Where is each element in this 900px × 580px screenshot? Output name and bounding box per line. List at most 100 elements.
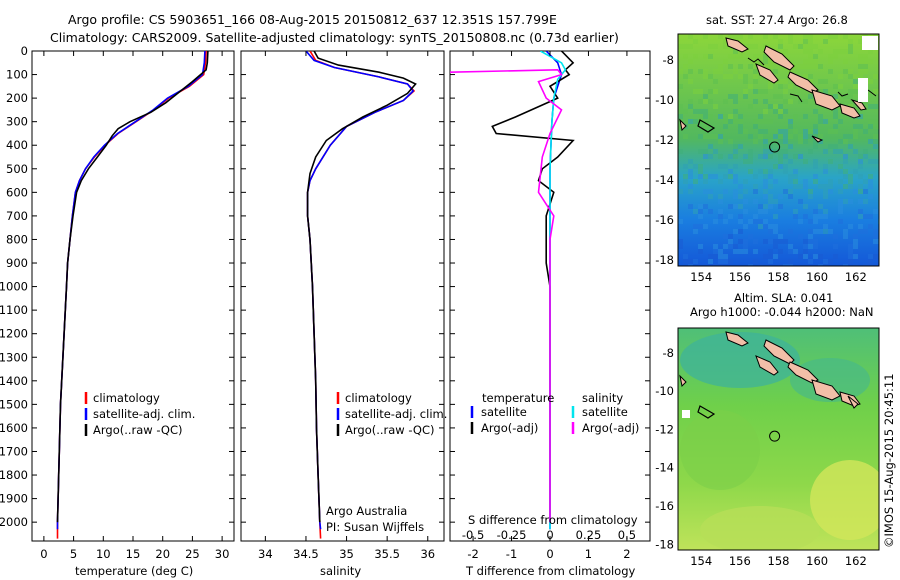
- sst-pixel: [823, 189, 828, 194]
- sst-pixel: [803, 239, 808, 244]
- sst-pixel: [813, 129, 818, 134]
- sst-pixel: [743, 209, 748, 214]
- sst-pixel: [738, 214, 743, 219]
- sst-pixel: [698, 174, 703, 179]
- map-y-tick-label: -18: [655, 253, 674, 267]
- sst-pixel: [753, 119, 758, 124]
- s-tick-label: 0.5: [618, 528, 636, 542]
- sst-pixel: [803, 129, 808, 134]
- sst-pixel: [723, 74, 728, 79]
- sst-pixel: [718, 264, 723, 266]
- y-tick-label: 2000: [0, 515, 28, 529]
- sst-pixel: [853, 124, 858, 129]
- sst-pixel: [723, 119, 728, 124]
- sst-pixel: [788, 134, 793, 139]
- sst-pixel: [833, 114, 838, 119]
- sst-pixel: [688, 159, 693, 164]
- sst-pixel: [718, 254, 723, 259]
- sst-pixel: [833, 54, 838, 59]
- sst-pixel: [818, 114, 823, 119]
- sst-pixel: [828, 54, 833, 59]
- sst-pixel: [683, 179, 688, 184]
- sst-pixel: [778, 239, 783, 244]
- sst-pixel: [723, 254, 728, 259]
- sst-pixel: [708, 114, 713, 119]
- sst-pixel: [763, 154, 768, 159]
- sst-pixel: [803, 39, 808, 44]
- sst-pixel: [718, 154, 723, 159]
- sst-pixel: [793, 64, 798, 69]
- sst-pixel: [813, 174, 818, 179]
- sst-pixel: [813, 64, 818, 69]
- y-tick-label: 1300: [0, 350, 28, 364]
- sst-pixel: [813, 244, 818, 249]
- sst-pixel: [798, 99, 803, 104]
- sst-pixel: [873, 239, 878, 244]
- sst-pixel: [828, 229, 833, 234]
- series-argo-raw-qc-: [56, 51, 209, 523]
- sst-pixel: [688, 259, 693, 264]
- sst-pixel: [788, 159, 793, 164]
- sst-pixel: [713, 254, 718, 259]
- sst-pixel: [828, 59, 833, 64]
- sst-pixel: [838, 219, 843, 224]
- sst-pixel: [773, 164, 778, 169]
- sst-pixel: [778, 109, 783, 114]
- sst-pixel: [828, 184, 833, 189]
- sst-pixel: [803, 249, 808, 254]
- sst-pixel: [678, 149, 683, 154]
- sst-pixel: [708, 144, 713, 149]
- sst-pixel: [813, 124, 818, 129]
- sst-pixel: [818, 184, 823, 189]
- sst-pixel: [833, 149, 838, 154]
- sst-pixel: [848, 69, 853, 74]
- sst-pixel: [843, 159, 848, 164]
- sst-pixel: [773, 134, 778, 139]
- sst-pixel: [793, 169, 798, 174]
- sst-pixel: [778, 104, 783, 109]
- sst-pixel: [773, 229, 778, 234]
- x-tick-label: 1: [585, 547, 592, 561]
- sst-pixel: [778, 84, 783, 89]
- sst-pixel: [813, 239, 818, 244]
- sst-pixel: [843, 184, 848, 189]
- sst-pixel: [838, 149, 843, 154]
- sst-pixel: [778, 114, 783, 119]
- sst-pixel: [708, 134, 713, 139]
- y-tick-label: 300: [6, 115, 28, 129]
- sst-pixel: [808, 74, 813, 79]
- sst-pixel: [838, 189, 843, 194]
- sst-pixel: [808, 239, 813, 244]
- header-line-2: Climatology: CARS2009. Satellite-adjuste…: [50, 30, 619, 45]
- sst-pixel: [873, 89, 878, 94]
- sst-pixel: [828, 259, 833, 264]
- sst-pixel: [873, 234, 878, 239]
- sst-pixel: [748, 104, 753, 109]
- sla-blob: [700, 506, 820, 550]
- sst-pixel: [808, 64, 813, 69]
- sst-pixel: [753, 139, 758, 144]
- sst-pixel: [803, 139, 808, 144]
- y-tick-label: 500: [6, 162, 28, 176]
- island: [787, 71, 819, 94]
- sst-pixel: [858, 164, 863, 169]
- sst-pixel: [703, 54, 708, 59]
- y-tick-label: 400: [6, 138, 28, 152]
- sst-pixel: [813, 54, 818, 59]
- sst-pixel: [708, 74, 713, 79]
- sst-pixel: [808, 134, 813, 139]
- sst-pixel: [723, 164, 728, 169]
- y-tick-label: 1000: [0, 280, 28, 294]
- sst-pixel: [773, 104, 778, 109]
- map-y-tick-label: -14: [655, 173, 674, 187]
- sst-pixel: [693, 259, 698, 264]
- sst-pixel: [793, 174, 798, 179]
- sst-pixel: [753, 219, 758, 224]
- sst-pixel: [683, 134, 688, 139]
- sst-pixel: [723, 59, 728, 64]
- sst-pixel: [723, 39, 728, 44]
- sst-pixel: [858, 189, 863, 194]
- salinity-xlabel: salinity: [320, 564, 361, 578]
- sst-pixel: [708, 54, 713, 59]
- sst-pixel: [758, 129, 763, 134]
